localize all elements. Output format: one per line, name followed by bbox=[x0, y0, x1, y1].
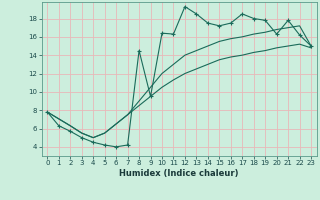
X-axis label: Humidex (Indice chaleur): Humidex (Indice chaleur) bbox=[119, 169, 239, 178]
